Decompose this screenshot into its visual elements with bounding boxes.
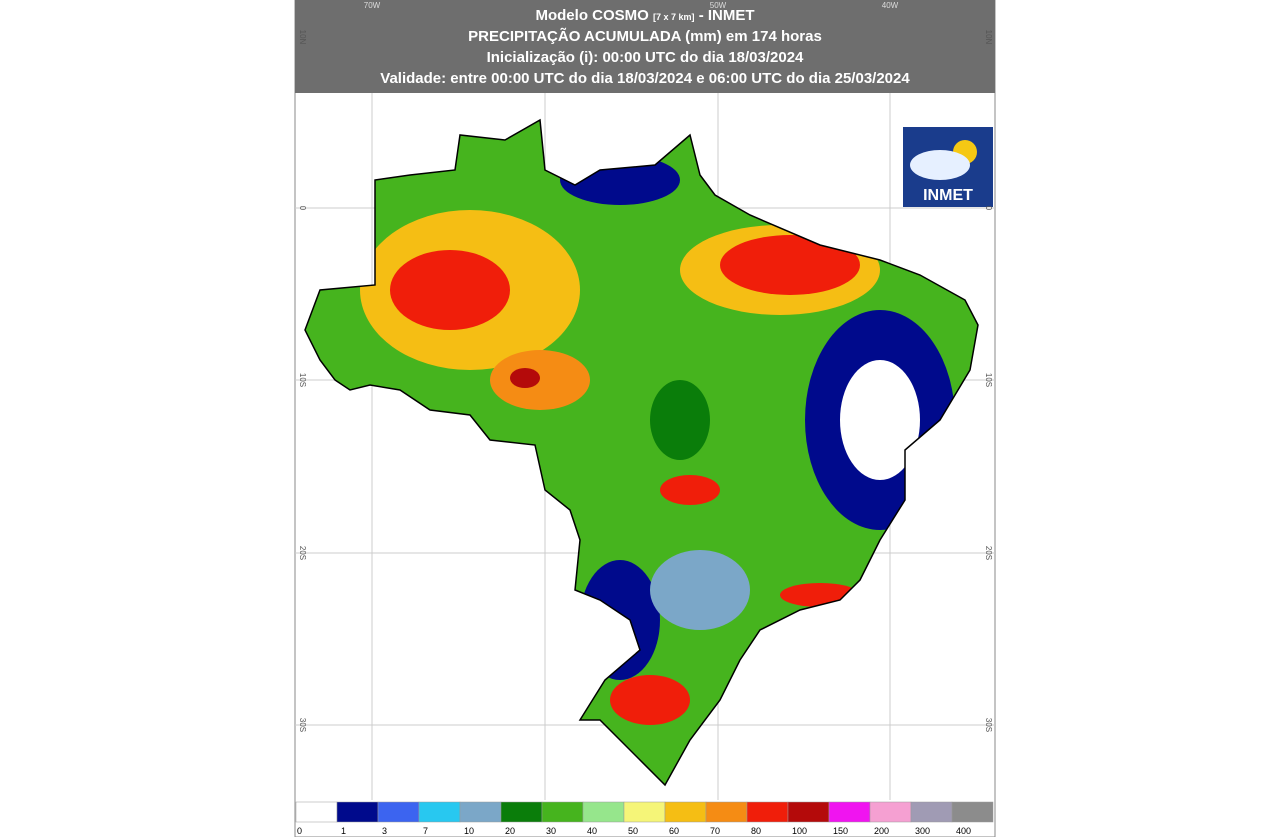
legend-label: 100 (792, 826, 807, 836)
legend-swatch (295, 801, 338, 823)
legend-label: 3 (382, 826, 387, 836)
legend-label: 200 (874, 826, 889, 836)
legend-label: 400 (956, 826, 971, 836)
legend-label: 300 (915, 826, 930, 836)
legend-swatch (869, 801, 912, 823)
legend-label: 40 (587, 826, 597, 836)
lat-label: 10N (298, 30, 307, 45)
legend-label: 7 (423, 826, 428, 836)
legend-label: 60 (669, 826, 679, 836)
legend-swatch (787, 801, 830, 823)
legend-swatch (459, 801, 502, 823)
logo-text: INMET (923, 187, 973, 204)
lat-label: 20S (298, 546, 307, 560)
model: Modelo COSMO (535, 7, 649, 24)
lat-label: 30S (984, 718, 993, 732)
lat-label: 30S (298, 718, 307, 732)
legend-label: 50 (628, 826, 638, 836)
legend-swatch (705, 801, 748, 823)
lat-label: 10S (298, 373, 307, 387)
lon-label: 40W (882, 1, 899, 10)
resolution: [7 x 7 km] (653, 12, 695, 22)
title-line-3: Inicialização (i): 00:00 UTC do dia 18/0… (487, 49, 804, 66)
lat-label: 10N (984, 30, 993, 45)
legend-swatch (418, 801, 461, 823)
legend-label: 80 (751, 826, 761, 836)
lat-label: 20S (984, 546, 993, 560)
legend-swatch (541, 801, 584, 823)
legend-swatch (377, 801, 420, 823)
legend-swatch (951, 801, 994, 823)
legend-swatch (746, 801, 789, 823)
lon-label: 70W (364, 1, 381, 10)
header-bar (295, 0, 995, 93)
source: - INMET (699, 7, 755, 24)
lat-label: 0 (298, 206, 307, 211)
legend-swatch (623, 801, 666, 823)
legend-label: 10 (464, 826, 474, 836)
title-line-2: PRECIPITAÇÃO ACUMULADA (mm) em 174 horas (468, 27, 822, 45)
legend-swatch (910, 801, 953, 823)
legend-swatch (582, 801, 625, 823)
title-line-1: Modelo COSMO [7 x 7 km] - INMET (535, 7, 754, 24)
lat-label: 0 (984, 206, 993, 211)
lon-label: 50W (710, 1, 727, 10)
legend-label: 70 (710, 826, 720, 836)
legend-label: 150 (833, 826, 848, 836)
legend-label: 30 (546, 826, 556, 836)
legend-swatch (664, 801, 707, 823)
logo-cloud (910, 150, 970, 180)
legend-swatch (336, 801, 379, 823)
legend-label: 1 (341, 826, 346, 836)
lat-label: 10S (984, 373, 993, 387)
legend-swatch (828, 801, 871, 823)
legend-label: 0 (297, 826, 302, 836)
legend-swatch (500, 801, 543, 823)
title-line-4: Validade: entre 00:00 UTC do dia 18/03/2… (380, 70, 910, 87)
legend-label: 20 (505, 826, 515, 836)
